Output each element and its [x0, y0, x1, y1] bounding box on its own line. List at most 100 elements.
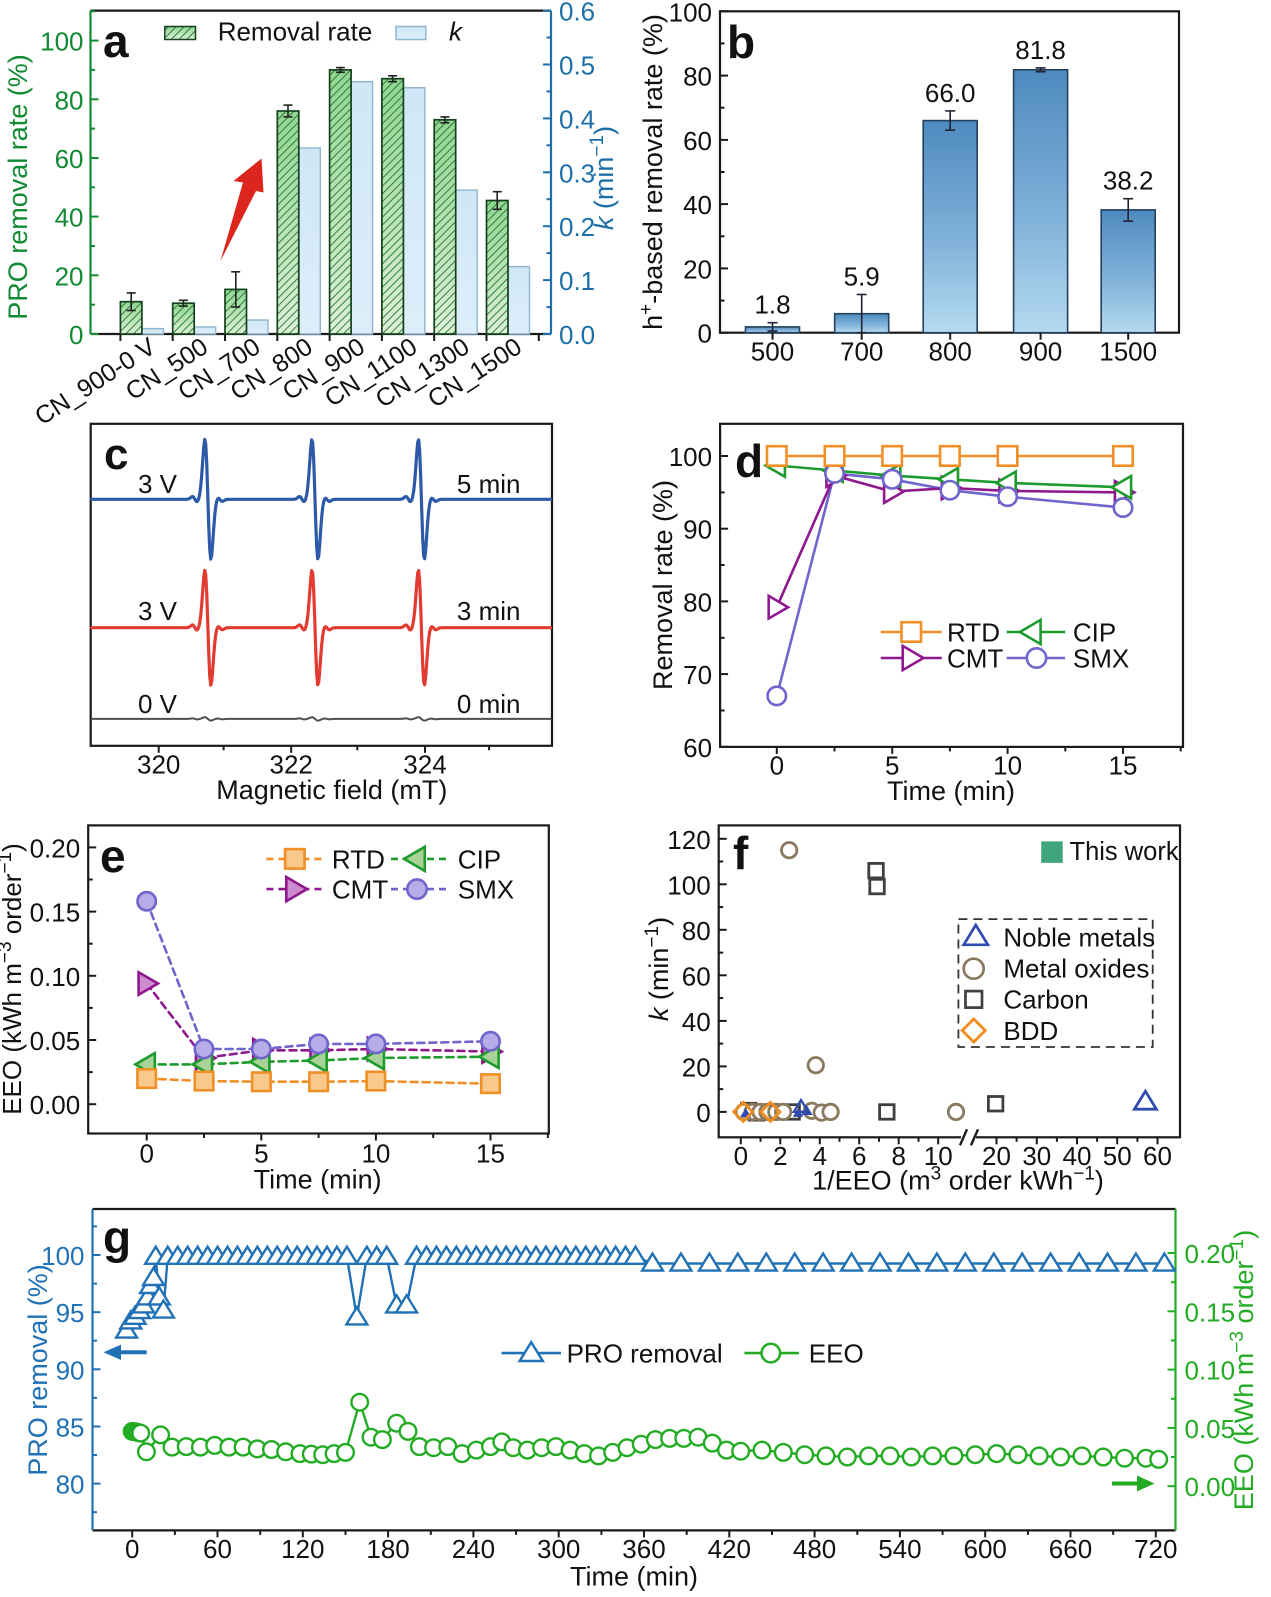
svg-text:40: 40 — [682, 1007, 711, 1037]
svg-text:30: 30 — [1022, 1141, 1051, 1171]
svg-text:CIP: CIP — [1073, 618, 1116, 648]
svg-text:5.9: 5.9 — [844, 262, 880, 292]
svg-text:0.00: 0.00 — [1185, 1472, 1236, 1502]
svg-text:BDD: BDD — [1003, 1016, 1058, 1046]
svg-text:10: 10 — [993, 750, 1022, 780]
svg-text:720: 720 — [1134, 1534, 1177, 1564]
svg-text:0.15: 0.15 — [1185, 1297, 1236, 1327]
svg-text:40: 40 — [1063, 1141, 1092, 1171]
svg-text:8: 8 — [891, 1141, 905, 1171]
svg-text:60: 60 — [683, 126, 712, 156]
svg-text:EEO (kWh m−3 order−1): EEO (kWh m−3 order−1) — [1227, 1230, 1259, 1510]
svg-text:800: 800 — [929, 337, 972, 367]
svg-text:d: d — [735, 435, 763, 487]
svg-text:Time (min): Time (min) — [254, 1165, 382, 1195]
svg-text:Magnetic field (mT): Magnetic field (mT) — [216, 775, 447, 805]
svg-text:90: 90 — [683, 515, 712, 545]
svg-text:40: 40 — [683, 190, 712, 220]
svg-text:This work: This work — [1070, 838, 1179, 866]
svg-text:80: 80 — [682, 916, 711, 946]
svg-text:40: 40 — [55, 203, 84, 233]
svg-text:80: 80 — [683, 62, 712, 92]
svg-text:0: 0 — [770, 750, 784, 780]
svg-text:10: 10 — [361, 1139, 390, 1169]
svg-text:0.2: 0.2 — [559, 212, 595, 242]
svg-text:0.15: 0.15 — [30, 898, 81, 928]
svg-text:95: 95 — [56, 1298, 85, 1328]
svg-text:0.20: 0.20 — [30, 833, 81, 863]
svg-text:CMT: CMT — [947, 644, 1003, 674]
svg-text:100: 100 — [40, 27, 83, 57]
svg-text:15: 15 — [1109, 750, 1138, 780]
svg-text:5 min: 5 min — [457, 469, 521, 499]
svg-text:320: 320 — [137, 749, 180, 779]
svg-text:e: e — [100, 830, 126, 882]
svg-text:1.8: 1.8 — [754, 290, 790, 320]
svg-text:0.10: 0.10 — [1185, 1356, 1236, 1386]
svg-text:60: 60 — [55, 144, 84, 174]
svg-text:0.05: 0.05 — [30, 1026, 81, 1056]
svg-text:Noble metals: Noble metals — [1003, 923, 1155, 953]
svg-text:70: 70 — [683, 660, 712, 690]
svg-text:480: 480 — [793, 1534, 836, 1564]
svg-text:Carbon: Carbon — [1003, 985, 1088, 1015]
svg-text:600: 600 — [964, 1534, 1007, 1564]
svg-text:g: g — [103, 1212, 131, 1264]
svg-text:100: 100 — [41, 1241, 84, 1271]
svg-text:EEO: EEO — [809, 1339, 864, 1369]
svg-text:66.0: 66.0 — [925, 78, 976, 108]
svg-text:Removal rate: Removal rate — [218, 17, 373, 47]
svg-text:0.4: 0.4 — [559, 104, 595, 134]
svg-text:0: 0 — [696, 1098, 710, 1128]
svg-text:3 min: 3 min — [457, 596, 521, 626]
svg-text:3 V: 3 V — [138, 596, 178, 626]
svg-text:240: 240 — [452, 1534, 495, 1564]
svg-text:38.2: 38.2 — [1103, 166, 1154, 196]
svg-text:300: 300 — [537, 1534, 580, 1564]
svg-text:10: 10 — [924, 1141, 953, 1171]
svg-text:a: a — [103, 15, 129, 67]
svg-text:0: 0 — [139, 1139, 153, 1169]
svg-text:4: 4 — [813, 1141, 827, 1171]
svg-text:0.6: 0.6 — [559, 0, 595, 27]
svg-text:5: 5 — [254, 1139, 268, 1169]
svg-text:80: 80 — [56, 1470, 85, 1500]
svg-text:0: 0 — [69, 320, 83, 350]
svg-text:Time (min): Time (min) — [570, 1561, 698, 1591]
svg-text:CMT: CMT — [332, 875, 388, 905]
svg-text:100: 100 — [669, 0, 712, 27]
svg-text:60: 60 — [683, 733, 712, 763]
svg-text:SMX: SMX — [1073, 644, 1129, 674]
svg-text:324: 324 — [403, 749, 446, 779]
svg-text:500: 500 — [751, 337, 794, 367]
svg-text:60: 60 — [682, 961, 711, 991]
svg-text:0: 0 — [125, 1534, 139, 1564]
svg-text:20: 20 — [682, 1052, 711, 1082]
svg-text:81.8: 81.8 — [1015, 35, 1066, 65]
svg-text:CIP: CIP — [458, 844, 501, 874]
svg-text:120: 120 — [281, 1534, 324, 1564]
svg-text:0.5: 0.5 — [559, 51, 595, 81]
svg-text:5: 5 — [885, 750, 899, 780]
svg-text:f: f — [733, 827, 749, 879]
svg-text:15: 15 — [476, 1139, 505, 1169]
svg-text:0.05: 0.05 — [1185, 1414, 1236, 1444]
svg-text:2: 2 — [773, 1141, 787, 1171]
svg-text:20: 20 — [683, 254, 712, 284]
svg-text:3 V: 3 V — [138, 469, 178, 499]
svg-text:700: 700 — [840, 337, 883, 367]
svg-text:k: k — [449, 17, 464, 47]
svg-text:SMX: SMX — [458, 875, 514, 905]
svg-text:540: 540 — [878, 1534, 921, 1564]
svg-text:0 min: 0 min — [457, 689, 521, 719]
svg-text:Metal oxides: Metal oxides — [1003, 953, 1149, 983]
svg-text:50: 50 — [1103, 1141, 1132, 1171]
svg-text:EEO (kWh m−3 order−1): EEO (kWh m−3 order−1) — [0, 843, 27, 1115]
svg-text:0.00: 0.00 — [30, 1090, 81, 1120]
svg-text:60: 60 — [203, 1534, 232, 1564]
svg-text:180: 180 — [366, 1534, 409, 1564]
svg-text:0.0: 0.0 — [559, 320, 595, 350]
svg-text:h+-based removal rate (%): h+-based removal rate (%) — [636, 14, 668, 330]
svg-text:PRO removal rate (%): PRO removal rate (%) — [3, 54, 33, 320]
svg-text:Removal rate (%): Removal rate (%) — [648, 480, 678, 690]
